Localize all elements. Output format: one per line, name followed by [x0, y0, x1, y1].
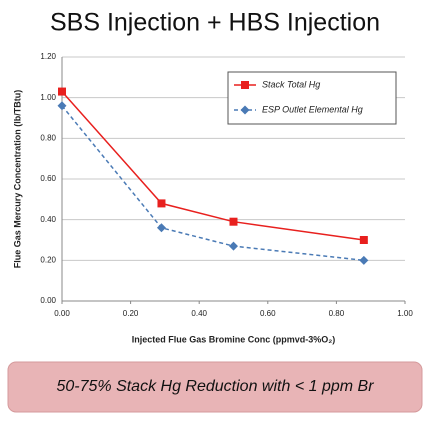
x-tick-label: 0.60 [260, 309, 276, 318]
y-tick-label: 1.20 [40, 52, 56, 61]
x-tick-label: 0.40 [191, 309, 207, 318]
legend-label: Stack Total Hg [262, 79, 320, 89]
legend-marker [241, 81, 249, 89]
legend-label: ESP Outlet Elemental Hg [262, 104, 363, 114]
data-point [156, 223, 166, 233]
legend-marker [240, 105, 250, 115]
data-point [58, 87, 66, 96]
data-point [359, 255, 369, 265]
data-point [229, 217, 238, 226]
y-tick-label: 0.20 [40, 255, 56, 264]
annotation-box [7, 361, 423, 413]
y-axis-label: Flue Gas Mercury Concentration (lb/TBtu) [12, 90, 22, 269]
x-axis-label: Injected Flue Gas Bromine Conc (ppmvd-3%… [132, 334, 336, 344]
data-point [157, 199, 166, 208]
x-tick-label: 0.00 [54, 309, 70, 318]
y-tick-label: 0.60 [40, 174, 56, 183]
y-tick-label: 0.40 [40, 215, 56, 224]
data-point [57, 101, 67, 111]
data-point [229, 241, 238, 251]
legend-box [227, 71, 397, 125]
data-point [359, 236, 368, 244]
y-tick-label: 0.80 [40, 133, 56, 142]
x-tick-label: 0.20 [123, 309, 139, 318]
y-tick-label: 1.00 [40, 93, 56, 102]
chart-title: SBS Injection + HBS Injection [50, 9, 380, 37]
annotation: 50-75% Stack Hg Reduction with < 1 ppm B… [56, 378, 374, 395]
y-tick-label: 0.00 [40, 296, 56, 305]
series-line [61, 105, 364, 262]
series-line [61, 91, 364, 241]
x-tick-label: 1.00 [397, 309, 413, 318]
x-tick-label: 0.80 [329, 309, 345, 318]
